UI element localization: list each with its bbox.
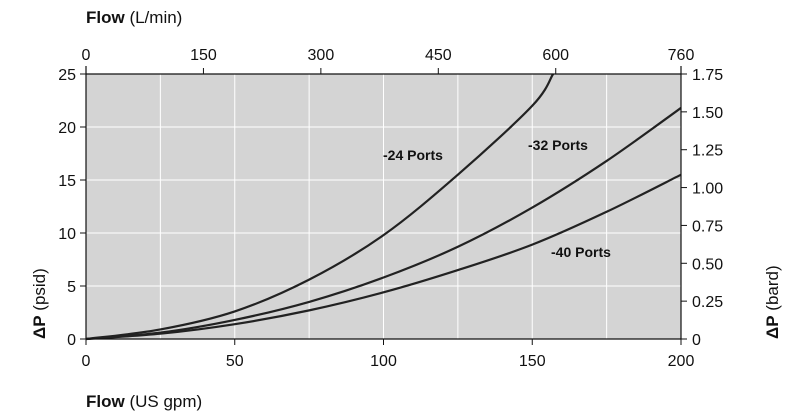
x-tick-label: 150 <box>519 353 546 370</box>
y-axis-title-unit: (psid) <box>30 268 49 315</box>
y2-tick-label: 1.50 <box>692 105 723 122</box>
series-label: -32 Ports <box>528 137 588 153</box>
series-line-1 <box>85 107 682 341</box>
x-tick-label: 0 <box>82 353 91 370</box>
x2-tick-label: 300 <box>308 47 335 64</box>
tick-marks <box>80 68 687 345</box>
x-tick-label: 200 <box>668 353 695 370</box>
series-curves <box>85 73 682 341</box>
y-tick-label: 25 <box>58 67 76 84</box>
tick-labels: 0 50 100 150 200 0 150 300 450 600 760 0 5 10 15 20 25 0 0… <box>58 47 723 370</box>
x-axis-title-unit: (US gpm) <box>125 392 202 411</box>
y-tick-label: 15 <box>58 173 76 190</box>
x2-axis-title: Flow (L/min) <box>86 8 182 27</box>
x-tick-label: 100 <box>370 353 397 370</box>
x-tick-label: 50 <box>226 353 244 370</box>
y2-axis-title-unit: (bard) <box>763 265 782 315</box>
y2-tick-label: 0.50 <box>692 256 723 273</box>
series-label: -24 Ports <box>383 147 443 163</box>
x2-tick-label: 760 <box>668 47 695 64</box>
y2-tick-label: 1.75 <box>692 67 723 84</box>
y2-tick-label: 1.00 <box>692 181 723 198</box>
y2-tick-label: 0.75 <box>692 218 723 235</box>
series-labels: -24 Ports -32 Ports -40 Ports <box>383 137 611 260</box>
y-tick-label: 0 <box>67 332 76 349</box>
gridlines <box>86 74 681 339</box>
x-axis-title-bold: Flow <box>86 392 125 411</box>
y-tick-label: 20 <box>58 120 76 137</box>
x2-tick-label: 450 <box>425 47 452 64</box>
x2-tick-label: 0 <box>82 47 91 64</box>
y2-tick-label: 0 <box>692 332 701 349</box>
y-tick-label: 5 <box>67 279 76 296</box>
x-axis-title: Flow (US gpm) <box>86 392 202 411</box>
x2-tick-label: 150 <box>190 47 217 64</box>
y2-tick-label: 1.25 <box>692 143 723 160</box>
y-tick-label: 10 <box>58 226 76 243</box>
y-axis-title-bold: ΔP <box>30 315 49 339</box>
y2-tick-label: 0.25 <box>692 294 723 311</box>
y2-axis-title: ΔP (bard) <box>763 265 782 339</box>
series-label: -40 Ports <box>551 244 611 260</box>
series-line-2 <box>85 173 682 341</box>
x2-tick-label: 600 <box>542 47 569 64</box>
x2-axis-title-unit: (L/min) <box>125 8 183 27</box>
x2-axis-title-bold: Flow <box>86 8 125 27</box>
y-axis-title: ΔP (psid) <box>30 268 49 339</box>
y2-axis-title-bold: ΔP <box>763 315 782 339</box>
series-line-0 <box>85 73 555 341</box>
